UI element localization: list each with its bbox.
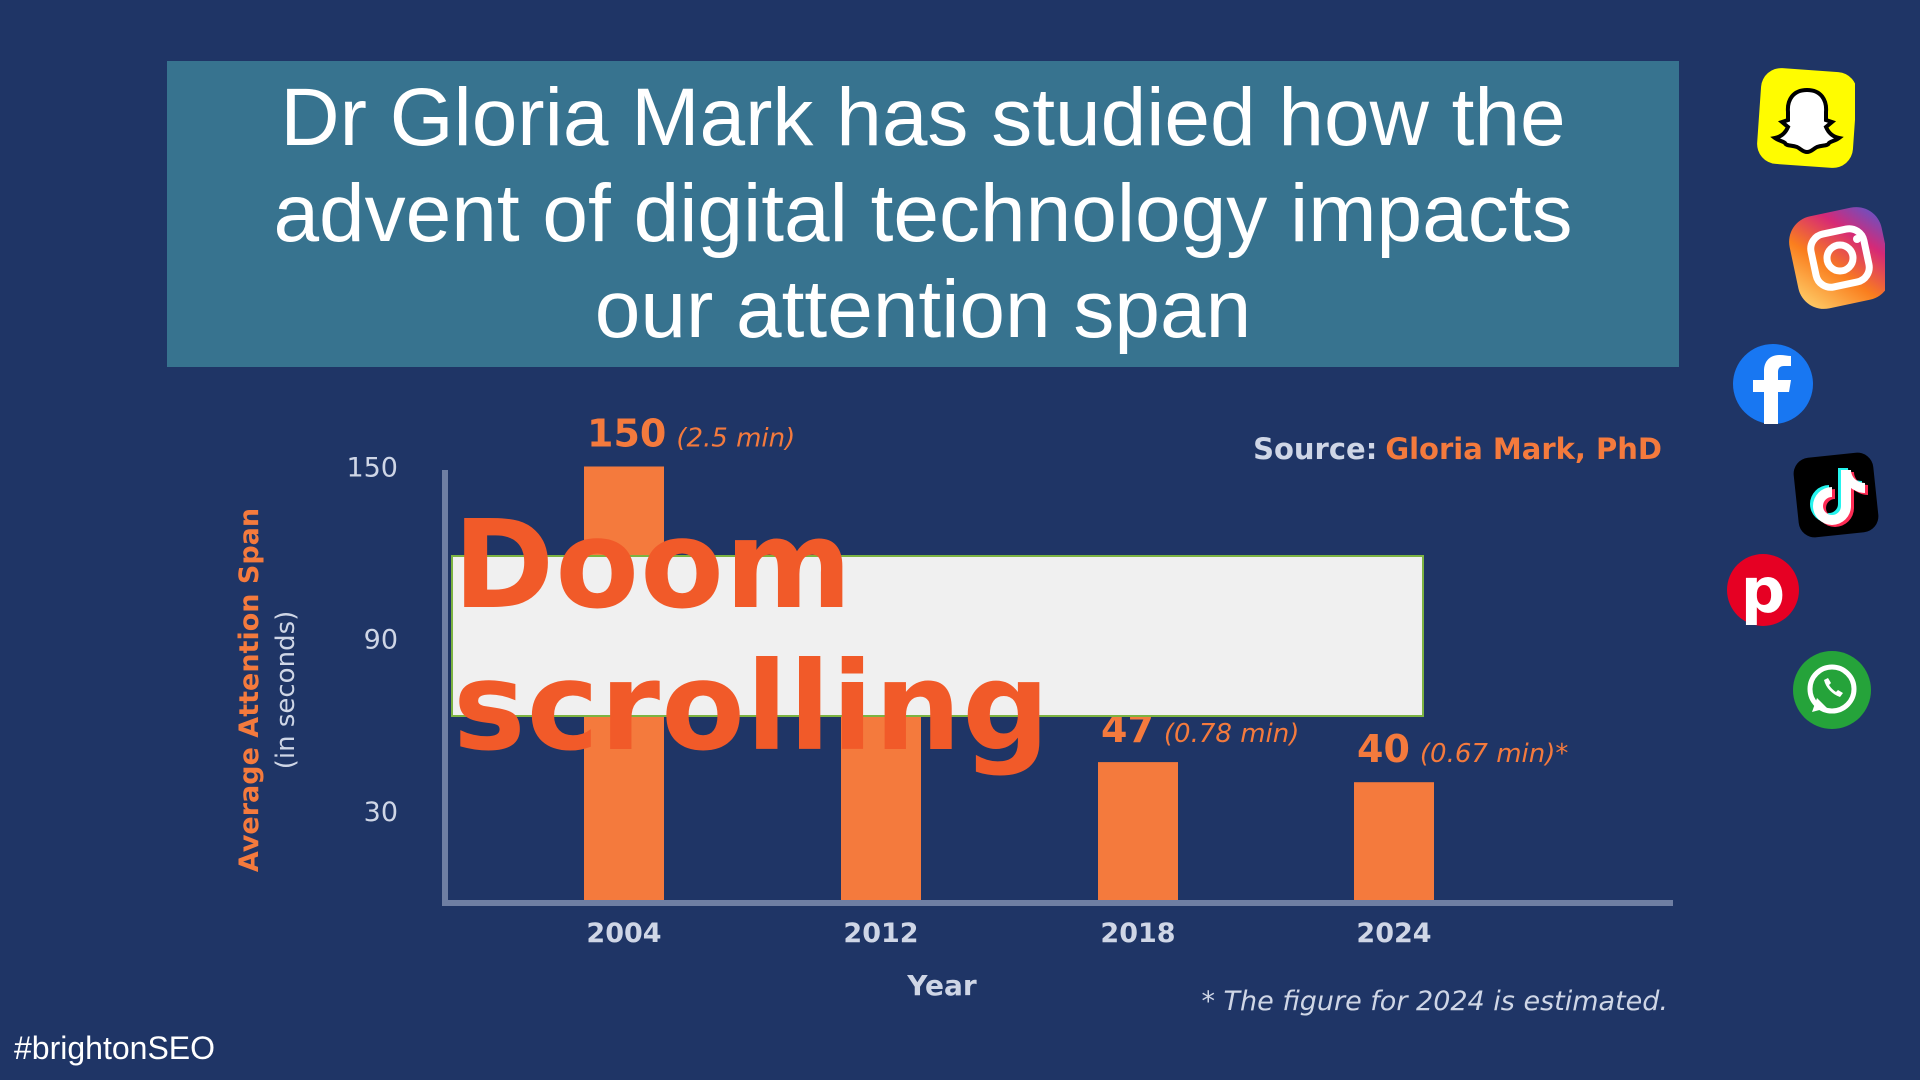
y-axis-sublabel: (in seconds) [271,611,301,770]
instagram-icon [1785,207,1885,309]
x-tick-label: 2012 [843,918,918,949]
facebook-icon [1723,334,1823,434]
title-line: advent of digital technology impacts [273,168,1573,259]
data-label: 47 (0.78 min) [1101,707,1299,751]
whatsapp-icon [1782,640,1882,740]
x-axis-label: Year [906,969,977,1002]
footnote: * The figure for 2024 is estimated. [1201,986,1668,1017]
data-label-value: 40 [1357,727,1410,771]
data-label-value: 150 [587,412,666,456]
doom-scrolling-overlay: Doom scrolling [451,494,1424,778]
source: Source: Gloria Mark, PhD [1253,432,1662,466]
snapchat-icon [1755,68,1855,168]
bar-2018 [1098,762,1178,900]
title-line: Dr Gloria Mark has studied how the [280,72,1566,163]
y-tick-label: 30 [364,797,398,828]
bar-2024 [1354,782,1434,900]
title-line: our attention span [594,264,1252,355]
pinterest-icon: p [1713,540,1813,640]
hashtag: #brightonSEO [14,1030,216,1066]
x-tick-label: 2018 [1100,918,1175,949]
tiktok-icon [1786,445,1886,545]
title-box: Dr Gloria Mark has studied how the adven… [167,61,1679,367]
y-tick-label: 150 [346,453,398,484]
data-label-note: (2.5 min) [676,424,795,454]
bar-2012 [841,681,921,900]
x-tick-label: 2024 [1356,918,1431,949]
svg-text:p: p [1741,554,1785,627]
x-tick-label: 2004 [586,918,661,949]
data-label-note: (0.67 min)* [1420,739,1568,769]
source-label: Source: [1253,432,1377,466]
data-label: 40 (0.67 min)* [1357,727,1568,771]
source-name: Gloria Mark, PhD [1385,432,1662,466]
y-axis-label: Average Attention Span [234,508,265,872]
data-label: 150 (2.5 min) [587,412,795,456]
y-tick-label: 90 [364,625,398,656]
data-label-note: (0.78 min) [1164,719,1299,749]
